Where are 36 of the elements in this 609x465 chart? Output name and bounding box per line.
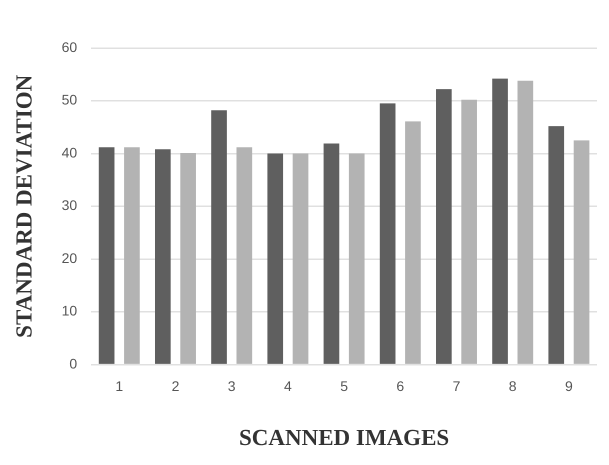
x-tick-label: 7 [452, 378, 461, 394]
bar [348, 154, 365, 364]
x-tick-label: 1 [115, 378, 124, 394]
y-axis-title: STANDARD DEVIATION [12, 74, 37, 338]
bar [436, 89, 452, 364]
bar [236, 147, 252, 364]
y-tick-label: 60 [62, 38, 78, 55]
bar [324, 144, 340, 364]
y-tick-label: 30 [62, 197, 78, 214]
x-tick-label: 8 [508, 378, 517, 394]
y-tick-label: 20 [62, 250, 78, 266]
bar [292, 154, 308, 364]
bar [461, 100, 477, 364]
bar [548, 126, 564, 364]
x-tick-label: 9 [565, 378, 573, 394]
bar [405, 121, 421, 364]
bar [518, 80, 534, 364]
x-tick-label: 5 [340, 378, 348, 394]
bar [492, 78, 508, 364]
bar [180, 153, 196, 364]
bar [267, 154, 284, 364]
bar [98, 147, 114, 364]
x-tick-label: 4 [284, 378, 292, 394]
x-tick-label: 6 [396, 378, 404, 394]
y-tick-label: 10 [62, 302, 78, 319]
bar [380, 103, 396, 364]
y-tick-label: 50 [62, 92, 78, 108]
x-axis-title: SCANNED IMAGES [238, 425, 450, 450]
bar [154, 149, 171, 364]
x-tick-label: 3 [228, 378, 236, 394]
bar [124, 147, 140, 364]
bar [211, 110, 227, 364]
x-tick-label: 2 [172, 378, 180, 394]
bar [574, 140, 590, 364]
y-tick-label: 40 [62, 144, 78, 160]
y-tick-label: 0 [69, 355, 78, 372]
